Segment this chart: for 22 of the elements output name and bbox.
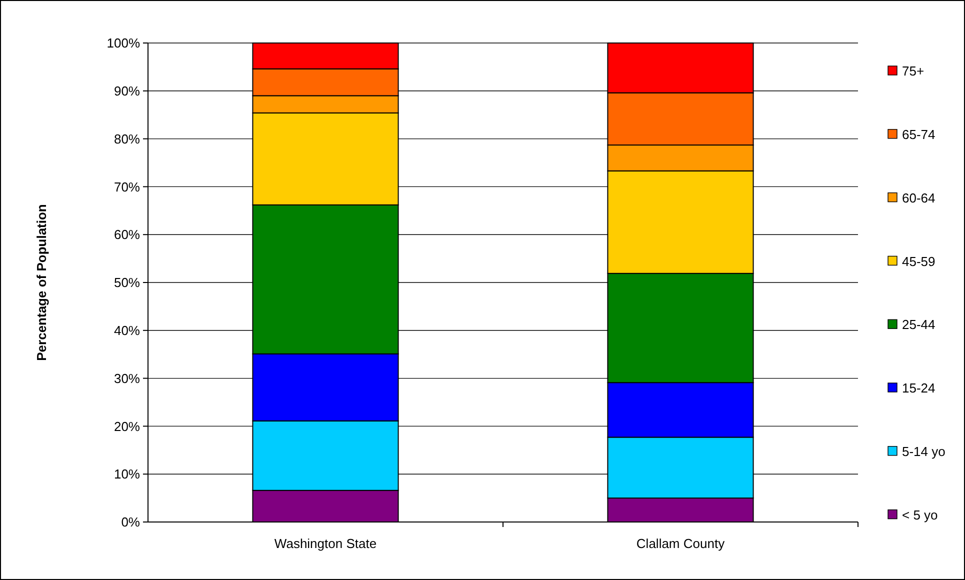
x-tick-label: Clallam County [636,536,726,551]
y-tick-label: 20% [114,418,140,434]
y-tick-label: 70% [114,179,140,194]
y-axis-title: Percentage of Population [34,204,49,361]
legend-label: < 5 yo [902,507,938,522]
legend-label: 65-74 [902,126,936,142]
legend-label: 5-14 yo [902,444,946,459]
legend-label: 75+ [902,64,924,79]
y-tick-label: 90% [114,83,140,98]
y-tick-label: 0% [121,514,140,530]
y-tick-label: 30% [114,370,140,386]
y-tick-label: 40% [114,322,140,338]
y-tick-label: 50% [114,275,140,290]
y-tick-label: 10% [114,466,140,482]
y-tick-label: 100% [106,36,140,51]
y-tick-label: 80% [114,131,140,146]
legend-label: 60-64 [902,190,936,206]
legend-label: 25-44 [902,317,936,332]
legend-label: 45-59 [902,254,936,269]
legend-label: 15-24 [902,380,936,396]
x-tick-label: Washington State [274,536,377,551]
y-tick-label: 60% [114,227,140,242]
